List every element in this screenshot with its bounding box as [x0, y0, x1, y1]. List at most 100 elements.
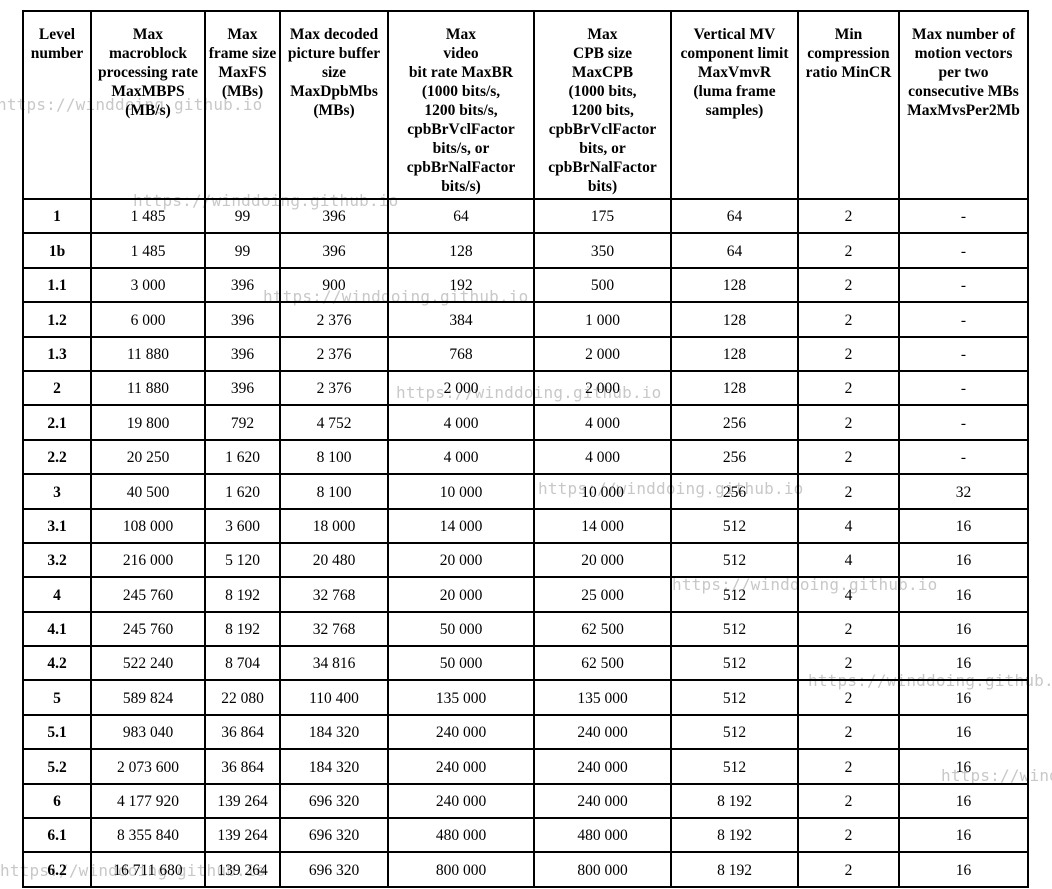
value-cell: 3 600 [204, 507, 281, 544]
value-cell: 800 000 [387, 851, 535, 888]
levels-table: Level number Max macroblock processing ra… [22, 10, 1029, 888]
level-cell: 6 [22, 782, 92, 820]
value-cell: 128 [387, 232, 535, 269]
value-cell: 20 000 [387, 541, 535, 579]
value-cell: - [898, 369, 1029, 407]
level-cell: 1b [22, 232, 92, 269]
value-cell: 245 760 [90, 576, 206, 613]
value-cell: 696 320 [279, 782, 389, 820]
value-cell: 16 [898, 576, 1029, 613]
table-row: 1.3 11 880 396 2 376 768 2 000 128 2- [22, 335, 1029, 372]
value-cell: 2 [797, 301, 900, 338]
value-cell: 184 320 [279, 713, 389, 751]
level-cell: 2 [22, 369, 92, 407]
value-cell: 4 000 [533, 438, 672, 476]
value-cell: 2 [797, 335, 900, 372]
level-cell: 4 [22, 576, 92, 613]
level-cell: 5.1 [22, 713, 92, 751]
table-row: 3.1 108 000 3 600 18 000 14 000 14 000 512 4 16 [22, 507, 1029, 544]
value-cell: 2 000 [533, 335, 672, 372]
column-header-max-dpb-mbs: Max decoded picture buffer size MaxDpbMb… [279, 10, 389, 200]
value-cell: 128 [670, 266, 799, 304]
value-cell: 1 485 [90, 197, 206, 235]
value-cell: 480 000 [387, 817, 535, 854]
value-cell: 36 864 [204, 713, 281, 751]
value-cell: 240 000 [533, 713, 672, 751]
value-cell: 2 073 600 [90, 748, 206, 785]
value-cell: 512 [670, 541, 799, 579]
table-row: 1.1 3 000 396 900 192 500 128 2- [22, 266, 1029, 304]
value-cell: 139 264 [204, 817, 281, 854]
table-row: 4.2 522 240 8 704 34 816 50 000 62 500 512 2 16 [22, 645, 1029, 682]
value-cell: 4 000 [387, 404, 535, 441]
value-cell: 500 [533, 266, 672, 304]
table-row: 1b 1 485 99 396 128 350 64 2- [22, 232, 1029, 269]
value-cell: 2 [797, 851, 900, 888]
value-cell: 8 192 [670, 851, 799, 888]
value-cell: 135 000 [533, 679, 672, 716]
level-cell: 2.2 [22, 438, 92, 476]
value-cell: 16 [898, 541, 1029, 579]
value-cell: - [898, 404, 1029, 441]
level-cell: 3.2 [22, 541, 92, 579]
table-row: 4 245 760 8 192 32 768 20 000 25 000 512 4 16 [22, 576, 1029, 613]
value-cell: 2 [797, 645, 900, 682]
table-row: 2.1 19 800 792 4 752 4 000 4 000 256 2- [22, 404, 1029, 441]
table-row: 2.2 20 250 1 620 8 100 4 000 4 000 256 2- [22, 438, 1029, 476]
value-cell: 128 [670, 369, 799, 407]
value-cell: 2 376 [279, 301, 389, 338]
value-cell: 99 [204, 197, 281, 235]
value-cell: 5 120 [204, 541, 281, 579]
value-cell: 139 264 [204, 782, 281, 820]
column-header-min-cr: Min compression ratio MinCR [797, 10, 900, 200]
value-cell: 512 [670, 610, 799, 648]
value-cell: 4 [797, 541, 900, 579]
value-cell: 2 [797, 438, 900, 476]
level-cell: 3 [22, 473, 92, 510]
value-cell: 240 000 [387, 713, 535, 751]
value-cell: 135 000 [387, 679, 535, 716]
value-cell: 1 620 [204, 473, 281, 510]
value-cell: 2 [797, 610, 900, 648]
table-row: 5 589 824 22 080 110 400 135 000 135 000 512 2 1… [22, 679, 1029, 716]
value-cell: 2 [797, 713, 900, 751]
value-cell: 4 000 [387, 438, 535, 476]
value-cell: 16 [898, 645, 1029, 682]
value-cell: 4 177 920 [90, 782, 206, 820]
value-cell: 983 040 [90, 713, 206, 751]
level-cell: 4.1 [22, 610, 92, 648]
column-header-level-number: Level number [22, 10, 92, 200]
value-cell: 2 [797, 404, 900, 441]
value-cell: 6 000 [90, 301, 206, 338]
level-cell: 1.1 [22, 266, 92, 304]
value-cell: 396 [204, 266, 281, 304]
value-cell: 20 000 [533, 541, 672, 579]
value-cell: 8 192 [670, 817, 799, 854]
value-cell: 2 [797, 369, 900, 407]
level-cell: 5.2 [22, 748, 92, 785]
column-header-max-fs: Max frame size MaxFS (MBs) [204, 10, 281, 200]
value-cell: 1 000 [533, 301, 672, 338]
value-cell: 32 768 [279, 576, 389, 613]
level-cell: 5 [22, 679, 92, 716]
value-cell: 696 320 [279, 851, 389, 888]
value-cell: 396 [279, 197, 389, 235]
value-cell: 20 000 [387, 576, 535, 613]
value-cell: 2 000 [533, 369, 672, 407]
value-cell: 16 [898, 782, 1029, 820]
value-cell: - [898, 438, 1029, 476]
value-cell: 16 [898, 748, 1029, 785]
level-cell: 1.3 [22, 335, 92, 372]
value-cell: 36 864 [204, 748, 281, 785]
value-cell: 240 000 [533, 782, 672, 820]
value-cell: 2 376 [279, 335, 389, 372]
table-row: 3.2 216 000 5 120 20 480 20 000 20 000 512 4 16 [22, 541, 1029, 579]
value-cell: 10 000 [387, 473, 535, 510]
value-cell: 25 000 [533, 576, 672, 613]
value-cell: 256 [670, 404, 799, 441]
value-cell: 2 [797, 782, 900, 820]
value-cell: - [898, 266, 1029, 304]
value-cell: 512 [670, 576, 799, 613]
